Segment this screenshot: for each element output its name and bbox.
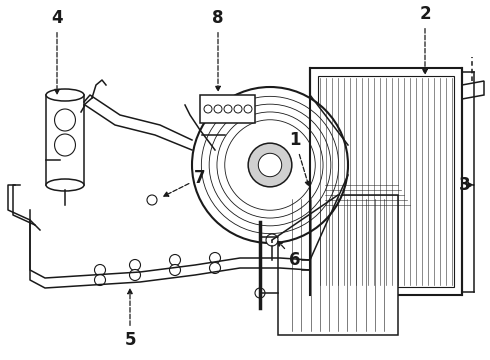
Circle shape (258, 153, 282, 177)
Circle shape (170, 255, 180, 266)
Ellipse shape (46, 89, 84, 101)
Text: 1: 1 (289, 131, 310, 186)
Text: 6: 6 (278, 241, 301, 269)
Circle shape (224, 105, 232, 113)
Circle shape (95, 265, 105, 275)
Ellipse shape (54, 109, 75, 131)
Circle shape (95, 274, 105, 285)
Circle shape (214, 105, 222, 113)
Circle shape (244, 105, 252, 113)
Circle shape (210, 262, 220, 274)
Text: 4: 4 (51, 9, 63, 94)
Text: 8: 8 (212, 9, 224, 91)
Circle shape (210, 252, 220, 264)
Circle shape (248, 143, 292, 187)
Text: 3: 3 (459, 176, 474, 194)
Polygon shape (278, 195, 398, 335)
Text: 2: 2 (419, 5, 431, 74)
Circle shape (192, 87, 348, 243)
Polygon shape (310, 68, 462, 295)
Text: 7: 7 (164, 169, 206, 196)
Polygon shape (462, 81, 484, 99)
Circle shape (266, 234, 278, 246)
Text: 5: 5 (124, 289, 136, 349)
Ellipse shape (46, 179, 84, 191)
Polygon shape (200, 95, 255, 123)
Polygon shape (318, 76, 454, 287)
Circle shape (129, 270, 141, 280)
Circle shape (234, 105, 242, 113)
Circle shape (170, 265, 180, 275)
Circle shape (204, 105, 212, 113)
Circle shape (255, 232, 265, 242)
Circle shape (255, 288, 265, 298)
Ellipse shape (54, 134, 75, 156)
Circle shape (129, 260, 141, 270)
Circle shape (147, 195, 157, 205)
Bar (46, 95, 84, 185)
